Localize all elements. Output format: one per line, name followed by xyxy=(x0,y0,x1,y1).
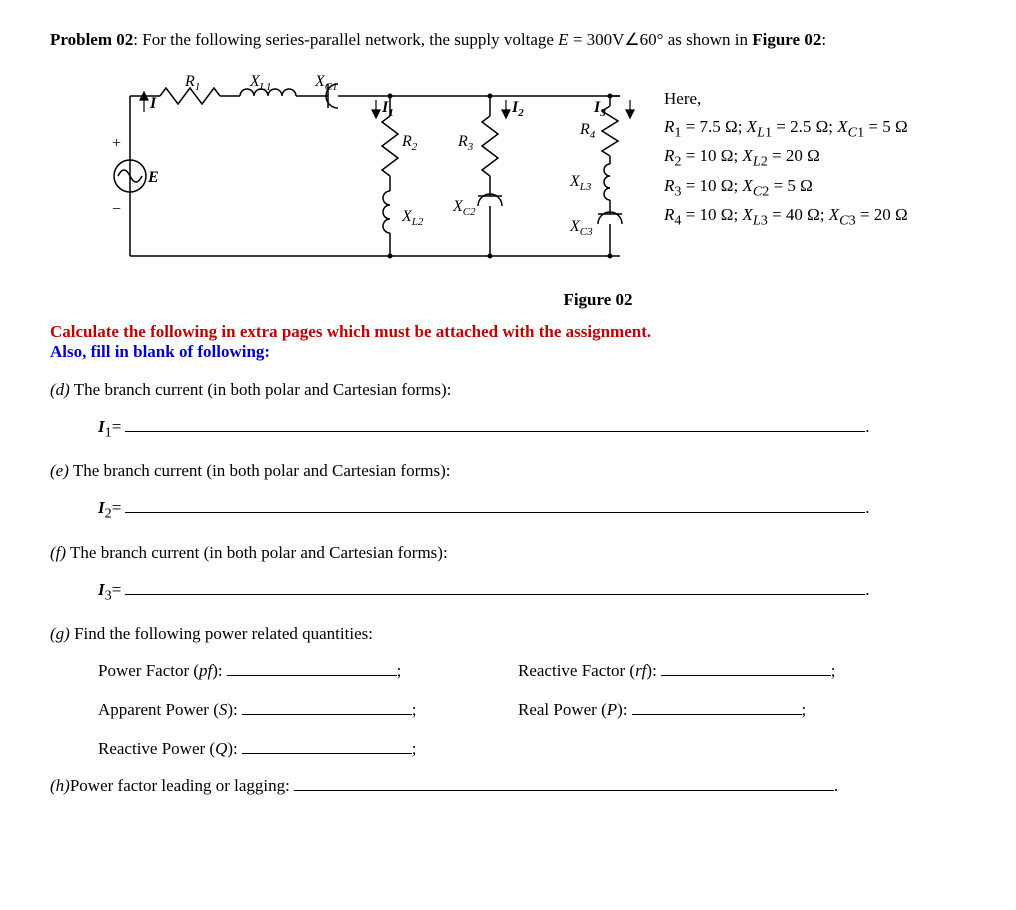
svg-text:I3: I3 xyxy=(593,99,606,119)
q-d-text: The branch current (in both polar and Ca… xyxy=(70,380,452,399)
instruction-blue: Also, fill in blank of following: xyxy=(50,342,966,362)
period-d: . xyxy=(865,417,869,437)
q-g-tag: (g) xyxy=(50,624,70,643)
q-e-tag: (e) xyxy=(50,461,69,480)
blank-q[interactable] xyxy=(242,736,412,754)
problem-statement: Problem 02: For the following series-par… xyxy=(50,30,966,50)
svg-text:R3: R3 xyxy=(457,133,474,153)
svg-text:I1: I1 xyxy=(381,99,394,119)
answer-f: I3= . xyxy=(98,577,966,604)
power-q: Reactive Power (Q):; xyxy=(98,736,518,759)
svg-text:XL2: XL2 xyxy=(401,208,424,228)
blank-p[interactable] xyxy=(632,697,802,715)
power-pf: Power Factor (pf):; xyxy=(98,658,518,681)
svg-text:I: I xyxy=(149,95,157,112)
answer-d: I1= . xyxy=(98,414,966,441)
answer-e: I2= . xyxy=(98,495,966,522)
blank-i3[interactable] xyxy=(125,577,865,595)
blank-i2[interactable] xyxy=(125,495,865,513)
svg-text:+: + xyxy=(112,135,121,152)
figure-ref: Figure 02 xyxy=(752,30,821,49)
figure-caption: Figure 02 xyxy=(230,290,966,310)
instruction-red: Calculate the following in extra pages w… xyxy=(50,322,966,342)
svg-text:I2: I2 xyxy=(511,99,524,119)
problem-label: Problem 02 xyxy=(50,30,133,49)
question-d: (d) The branch current (in both polar an… xyxy=(50,380,966,400)
q-e-text: The branch current (in both polar and Ca… xyxy=(69,461,451,480)
q-f-tag: (f) xyxy=(50,543,66,562)
period-f: . xyxy=(865,580,869,600)
svg-text:R2: R2 xyxy=(401,133,418,153)
blank-h[interactable] xyxy=(294,773,834,791)
power-rf: Reactive Factor (rf):; xyxy=(518,658,938,681)
question-e: (e) The branch current (in both polar an… xyxy=(50,461,966,481)
q-h-text: Power factor leading or lagging: xyxy=(70,776,290,796)
power-p: Real Power (P):; xyxy=(518,697,938,720)
blank-rf[interactable] xyxy=(661,658,831,676)
blank-s[interactable] xyxy=(242,697,412,715)
svg-text:XL3: XL3 xyxy=(569,173,592,193)
component-values: Here, R1 = 7.5 Ω; XL1 = 2.5 Ω; XC1 = 5 Ω… xyxy=(664,86,908,232)
values-line-4: R4 = 10 Ω; XL3 = 40 Ω; XC3 = 20 Ω xyxy=(664,202,908,232)
blank-i1[interactable] xyxy=(125,414,865,432)
answer-f-label: I3= xyxy=(98,580,121,604)
answer-d-label: I1= xyxy=(98,417,121,441)
power-s: Apparent Power (S):; xyxy=(98,697,518,720)
svg-text:XC3: XC3 xyxy=(569,218,593,238)
question-g: (g) Find the following power related qua… xyxy=(50,624,966,644)
svg-text:XL1: XL1 xyxy=(249,73,271,93)
blank-pf[interactable] xyxy=(227,658,397,676)
svg-text:XC2: XC2 xyxy=(452,198,476,218)
values-line-2: R2 = 10 Ω; XL2 = 20 Ω xyxy=(664,143,908,173)
values-line-3: R3 = 10 Ω; XC2 = 5 Ω xyxy=(664,173,908,203)
q-f-text: The branch current (in both polar and Ca… xyxy=(66,543,448,562)
answer-e-label: I2= xyxy=(98,498,121,522)
q-h-tag: (h) xyxy=(50,776,70,796)
svg-text:XC1: XC1 xyxy=(314,73,338,93)
svg-text:R4: R4 xyxy=(579,121,596,141)
question-f: (f) The branch current (in both polar an… xyxy=(50,543,966,563)
power-grid: Power Factor (pf):; Reactive Factor (rf)… xyxy=(98,658,966,759)
values-line-1: R1 = 7.5 Ω; XL1 = 2.5 Ω; XC1 = 5 Ω xyxy=(664,114,908,144)
question-h: (h) Power factor leading or lagging: . xyxy=(50,773,966,796)
circuit-diagram: I R1 XL1 XC1 I1 I2 I3 R2 R3 R4 XL2 XC2 X… xyxy=(90,56,640,286)
period-h: . xyxy=(834,776,838,796)
period-e: . xyxy=(865,498,869,518)
q-g-text: Find the following power related quantit… xyxy=(70,624,373,643)
svg-text:−: − xyxy=(112,201,121,218)
figure-row: I R1 XL1 XC1 I1 I2 I3 R2 R3 R4 XL2 XC2 X… xyxy=(90,56,966,286)
q-d-tag: (d) xyxy=(50,380,70,399)
values-here: Here, xyxy=(664,86,908,112)
svg-text:E: E xyxy=(147,169,159,186)
